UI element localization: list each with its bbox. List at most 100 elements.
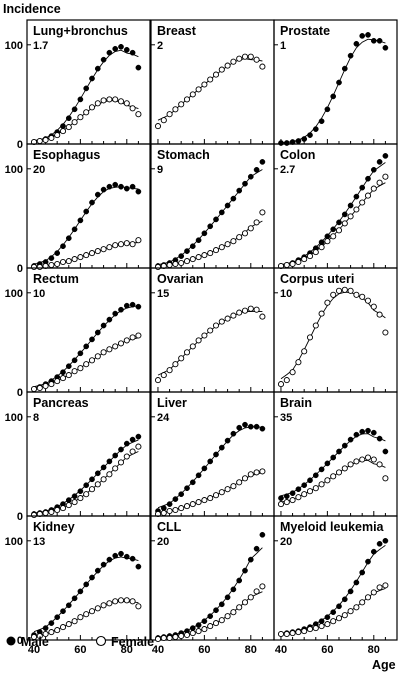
female-point [359, 456, 366, 463]
male-point [112, 181, 119, 188]
male-point [324, 233, 331, 240]
female-point [236, 55, 243, 62]
male-point [283, 493, 290, 500]
female-point [295, 494, 302, 501]
male-point [60, 243, 66, 250]
female-point [65, 258, 72, 265]
panel-lung-bronchus: Lung+bronchus 1.7 [26, 19, 151, 146]
male-point [359, 428, 366, 435]
male-point [236, 187, 243, 194]
female-point [54, 260, 61, 268]
female-point [42, 509, 49, 517]
male-point [347, 52, 354, 59]
male-point [382, 537, 389, 544]
legend-male-marker [6, 636, 16, 646]
male-point [330, 93, 337, 100]
panel-scale-factor: 15 [157, 288, 169, 300]
female-point [376, 461, 383, 468]
male-point [370, 166, 377, 173]
male-point [341, 211, 348, 218]
male-point [94, 191, 101, 198]
female-point [77, 114, 84, 121]
female-point [166, 367, 173, 374]
x-tick-label: 40 [275, 644, 287, 656]
female-point [65, 621, 72, 628]
male-point [295, 138, 302, 144]
female-point [306, 626, 314, 633]
female-point [83, 109, 90, 116]
female-point [341, 465, 348, 472]
female-point [370, 185, 377, 192]
male-point [353, 40, 360, 47]
panel-pancreas: Pancreas 8 [26, 391, 151, 519]
female-point [359, 599, 366, 606]
female-point [178, 632, 185, 640]
y-tick-label: 100 [5, 164, 23, 176]
female-point [335, 615, 343, 622]
male-point [341, 596, 348, 603]
male-point [118, 183, 124, 190]
female-point [88, 104, 96, 111]
male-point [129, 301, 136, 308]
female-series-corpus-uteri [277, 286, 389, 388]
male-point [295, 486, 302, 493]
male-point [201, 230, 208, 237]
female-point [224, 613, 231, 620]
male-point [330, 609, 337, 616]
male-fit-line [33, 556, 139, 633]
male-point [365, 32, 371, 38]
female-point [117, 98, 125, 105]
male-point [100, 56, 107, 63]
female-point [364, 192, 372, 199]
female-point [166, 111, 173, 118]
female-point [178, 259, 185, 267]
female-point [160, 509, 167, 517]
panel-scale-factor: 35 [280, 412, 292, 424]
female-point [160, 372, 167, 379]
panel-ovarian: Ovarian 15 [150, 267, 275, 393]
panel-myeloid-leukemia: Myeloid leukemia 20 [273, 515, 398, 641]
x-tick-label: 80 [368, 644, 380, 656]
y-tick-label: 100 [5, 288, 23, 300]
male-point [94, 470, 101, 477]
female-point [224, 315, 231, 322]
male-point [382, 44, 389, 51]
female-point [301, 491, 308, 498]
female-point [77, 365, 84, 372]
female-point [341, 286, 348, 293]
female-point [117, 597, 125, 604]
male-point [123, 440, 130, 447]
panel-scale-factor: 1.7 [33, 40, 48, 52]
female-point [54, 132, 61, 139]
female-point [207, 623, 214, 630]
x-tick-label: 60 [198, 644, 210, 656]
male-point [123, 185, 130, 192]
x-tick-label: 80 [121, 644, 133, 656]
male-series-esophagus [31, 181, 142, 269]
male-point [242, 567, 248, 574]
female-point [289, 260, 296, 268]
male-point [376, 435, 383, 442]
legend-female-label: Female [111, 635, 154, 649]
panel-brain: Brain 35 [273, 391, 398, 517]
female-point [253, 56, 260, 63]
female-point [312, 322, 319, 329]
female-point [71, 256, 78, 263]
female-point [230, 58, 237, 65]
male-series-kidney [31, 550, 142, 638]
female-point [195, 628, 202, 635]
panel-title: Myeloid leukemia [280, 520, 385, 534]
y-axis-title: Incidence [3, 2, 61, 16]
male-point [184, 485, 190, 492]
female-point [382, 475, 389, 482]
panel-stomach: Stomach 9 [150, 143, 275, 271]
male-point [94, 567, 101, 574]
female-point [218, 617, 225, 624]
panel-scale-factor: 8 [33, 412, 39, 424]
male-point [65, 602, 72, 609]
female-point [36, 263, 43, 271]
female-point [318, 244, 325, 251]
x-tick-label: 60 [321, 644, 333, 656]
female-point [129, 105, 136, 112]
female-point [135, 111, 142, 118]
